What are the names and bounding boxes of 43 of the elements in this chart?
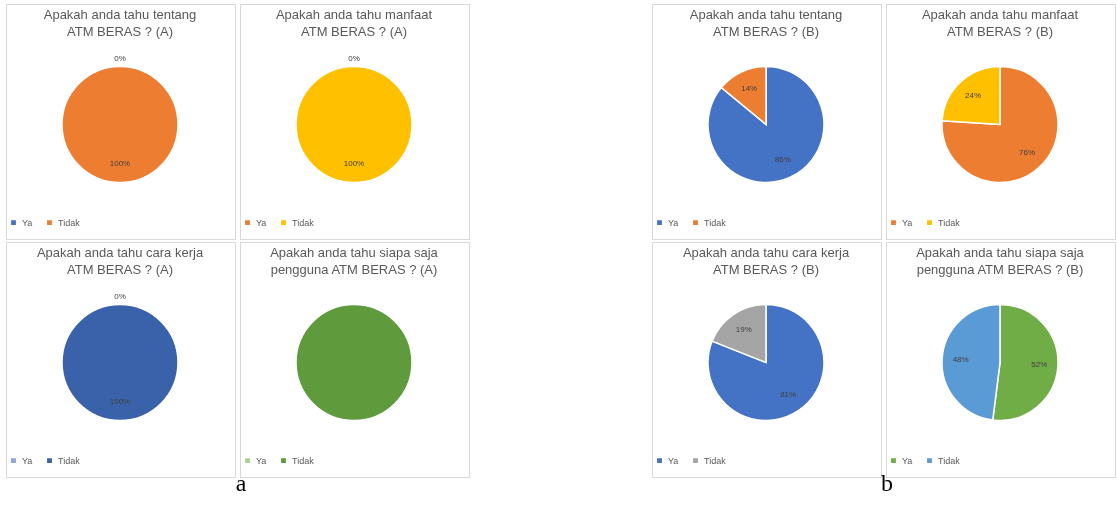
legend-label: Tidak: [292, 455, 315, 466]
legend-label: Ya: [902, 455, 913, 466]
data-label: 100%: [109, 396, 131, 406]
data-label: 14%: [741, 83, 758, 93]
legend-label: Tidak: [58, 217, 81, 228]
data-label: 76%: [1018, 148, 1036, 158]
legend-label: Ya: [668, 455, 679, 466]
data-label: 100%: [343, 158, 365, 168]
legend-label: Tidak: [292, 217, 315, 228]
pie-slice: [707, 65, 825, 184]
text: a: [234, 470, 248, 497]
data-label: 81%: [780, 390, 797, 400]
data-label: 48%: [952, 355, 969, 365]
chart-title: Apakah anda tahu tentang ATM BERAS ? (A): [43, 7, 197, 39]
legend-label: Ya: [668, 217, 679, 228]
chart-title: Apakah anda tahu cara kerja ATM BERAS ? (B): [682, 245, 850, 277]
chart-title: Apakah anda tahu cara kerja ATM BERAS ? (A): [36, 245, 204, 277]
data-label: 86%: [774, 155, 791, 165]
legend-label: Tidak: [938, 455, 961, 466]
legend-label: Tidak: [938, 217, 961, 228]
legend-label: Tidak: [704, 217, 727, 228]
text: b: [880, 470, 894, 497]
chart-title: Apakah anda tahu manfaat ATM BERAS ? (A): [275, 7, 433, 39]
pie-slice: [941, 65, 1059, 184]
chart-title: Apakah anda tahu siapa saja pengguna ATM BERAS ? (B): [916, 245, 1085, 277]
data-label: 19%: [735, 324, 752, 334]
text: 0%: [114, 291, 126, 301]
legend-label: Ya: [902, 217, 913, 228]
legend-label: Ya: [22, 455, 33, 466]
chart-title: Apakah anda tahu manfaat ATM BERAS ? (B): [921, 7, 1079, 39]
pie-slice: [707, 303, 825, 422]
legend-label: Ya: [256, 217, 267, 228]
legend-label: Ya: [22, 217, 33, 228]
chart-title: Apakah anda tahu siapa saja pengguna ATM BERAS ? (A): [270, 245, 439, 277]
legend-label: Ya: [256, 455, 267, 466]
text: 0%: [114, 53, 126, 63]
legend-label: Tidak: [58, 455, 81, 466]
data-label: 24%: [964, 90, 982, 100]
data-label: 52%: [1031, 359, 1048, 369]
data-label: 100%: [109, 158, 131, 168]
legend-label: Tidak: [704, 455, 727, 466]
text: 0%: [348, 53, 360, 63]
chart-title: Apakah anda tahu tentang ATM BERAS ? (B): [689, 7, 843, 39]
